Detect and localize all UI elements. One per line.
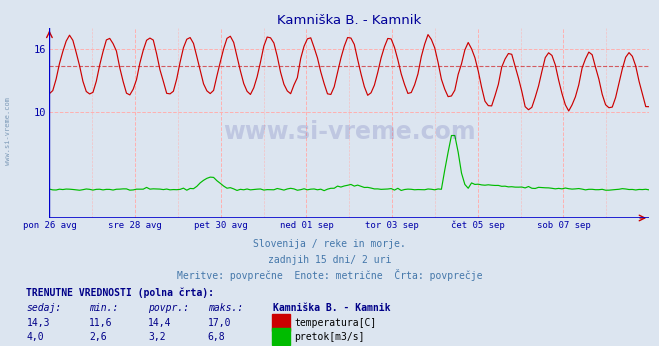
- Text: temperatura[C]: temperatura[C]: [295, 318, 377, 328]
- Text: 11,6: 11,6: [89, 318, 113, 328]
- Text: 14,3: 14,3: [26, 318, 50, 328]
- Text: 3,2: 3,2: [148, 332, 166, 342]
- Text: pretok[m3/s]: pretok[m3/s]: [295, 332, 365, 342]
- Text: maks.:: maks.:: [208, 303, 243, 313]
- Text: Kamniška B. - Kamnik: Kamniška B. - Kamnik: [273, 303, 391, 313]
- Title: Kamniška B. - Kamnik: Kamniška B. - Kamnik: [277, 13, 421, 27]
- Text: zadnjih 15 dni/ 2 uri: zadnjih 15 dni/ 2 uri: [268, 255, 391, 265]
- Text: Slovenija / reke in morje.: Slovenija / reke in morje.: [253, 239, 406, 249]
- Text: 6,8: 6,8: [208, 332, 225, 342]
- Text: 17,0: 17,0: [208, 318, 231, 328]
- Text: 14,4: 14,4: [148, 318, 172, 328]
- Text: min.:: min.:: [89, 303, 119, 313]
- Text: sedaj:: sedaj:: [26, 303, 61, 313]
- Text: 4,0: 4,0: [26, 332, 44, 342]
- Text: www.si-vreme.com: www.si-vreme.com: [223, 120, 476, 144]
- Text: TRENUTNE VREDNOSTI (polna črta):: TRENUTNE VREDNOSTI (polna črta):: [26, 287, 214, 298]
- Text: www.si-vreme.com: www.si-vreme.com: [5, 98, 11, 165]
- Text: 2,6: 2,6: [89, 332, 107, 342]
- Text: Meritve: povprečne  Enote: metrične  Črta: povprečje: Meritve: povprečne Enote: metrične Črta:…: [177, 268, 482, 281]
- Text: povpr.:: povpr.:: [148, 303, 189, 313]
